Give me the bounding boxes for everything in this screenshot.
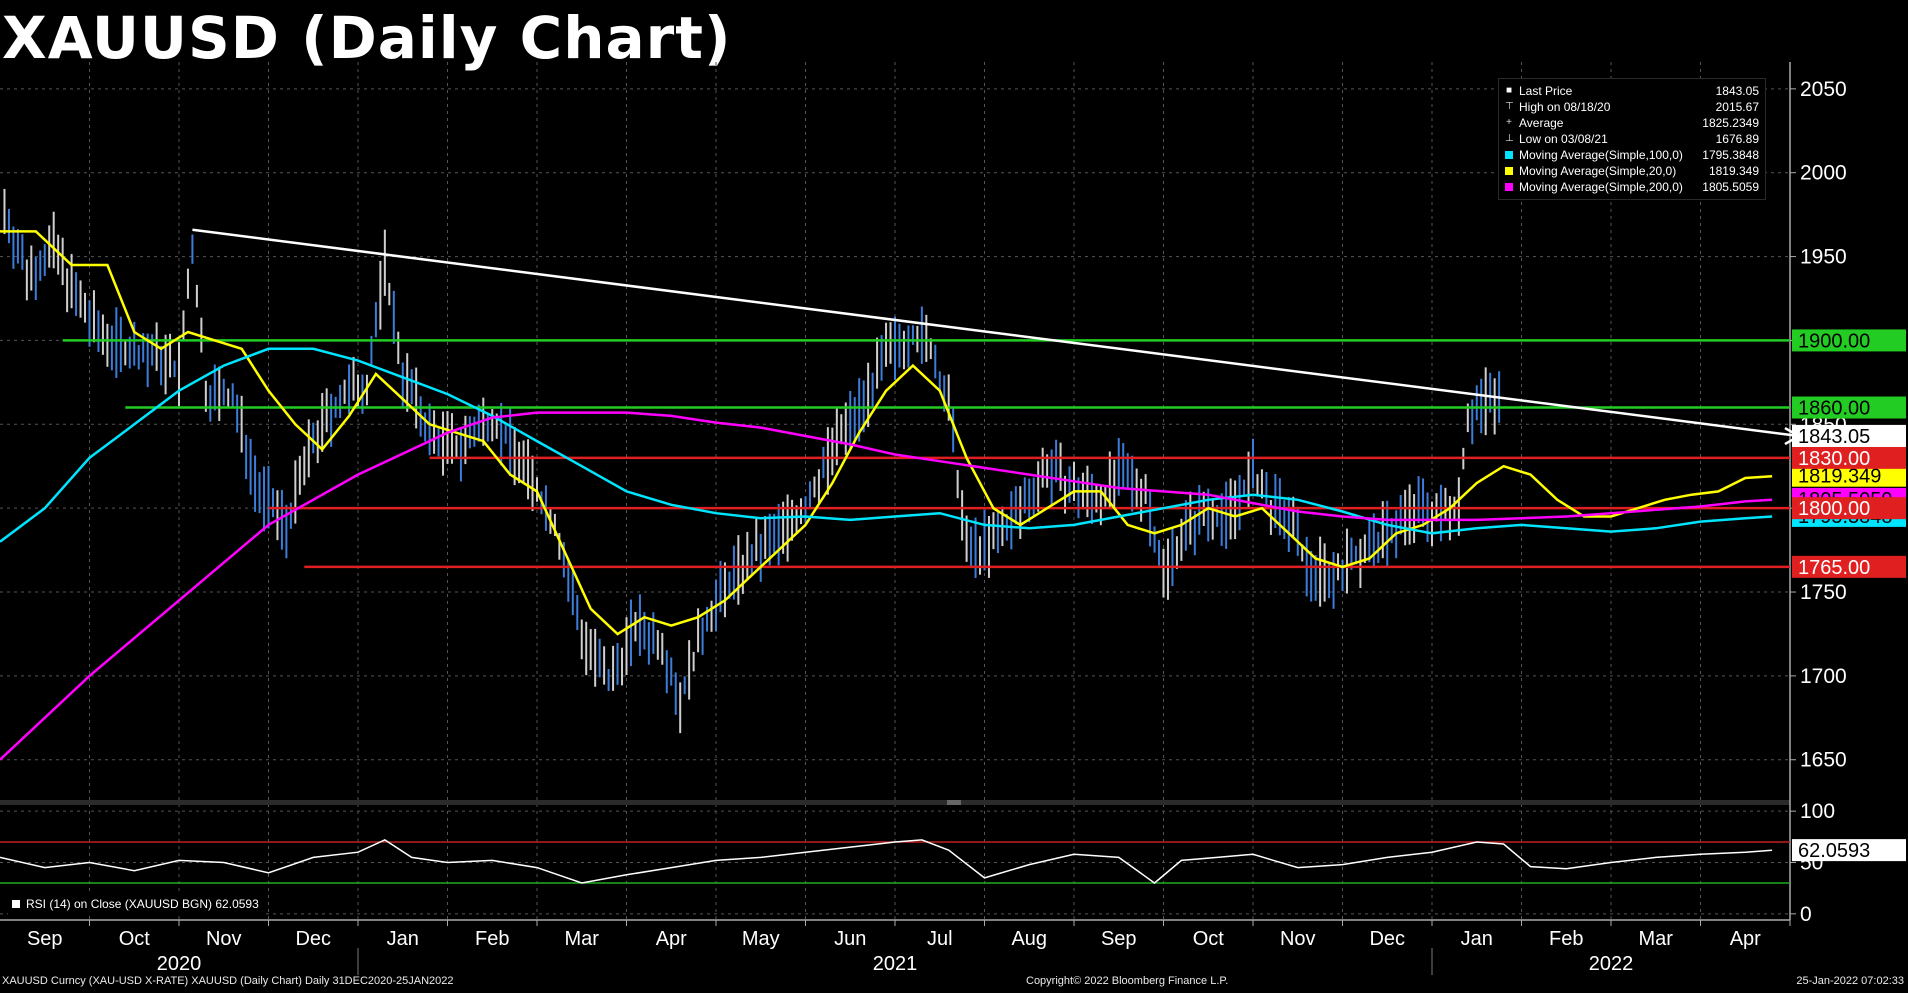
month-label: Feb bbox=[1549, 928, 1583, 950]
level-tag-bg bbox=[1792, 555, 1906, 578]
legend-name: Last Price bbox=[1519, 84, 1573, 98]
month-label: Mar bbox=[565, 928, 600, 950]
value-tag: 1819.349 bbox=[1798, 466, 1881, 488]
month-label: Jul bbox=[927, 928, 953, 950]
legend-value: 1819.349 bbox=[1708, 164, 1759, 178]
month-label: May bbox=[742, 928, 780, 950]
year-label: 2020 bbox=[157, 953, 202, 975]
month-label: Sep bbox=[1101, 928, 1137, 950]
legend-value: 1795.3848 bbox=[1702, 148, 1759, 162]
ma-line bbox=[0, 411, 1773, 761]
price-tick-label: 2000 bbox=[1800, 162, 1847, 185]
month-label: Jun bbox=[834, 928, 866, 950]
legend-value: 1825.2349 bbox=[1702, 116, 1759, 130]
rsi-tick-label: 100 bbox=[1800, 800, 1835, 823]
chart-title: XAUUSD (Daily Chart) bbox=[2, 4, 732, 72]
rsi-label: RSI (14) on Close (XAUUSD BGN) 62.0593 bbox=[8, 893, 265, 915]
legend-item: ⊤ High on 08/18/20 2015.67 bbox=[1505, 99, 1759, 115]
legend-name: Moving Average(Simple,100,0) bbox=[1519, 148, 1683, 162]
legend-glyph: ■ bbox=[1505, 85, 1513, 96]
month-label: Nov bbox=[206, 928, 242, 950]
level-tag: 1765.00 bbox=[1798, 557, 1870, 579]
legend-item: ■ Last Price 1843.05 bbox=[1505, 83, 1759, 99]
month-label: Jan bbox=[387, 928, 419, 950]
legend-swatch bbox=[1505, 183, 1513, 191]
legend-name: High on 08/18/20 bbox=[1519, 100, 1611, 114]
last-price-tag-bg bbox=[1792, 424, 1906, 447]
footer-source: XAUUSD Curncy (XAU-USD X-RATE) XAUUSD (D… bbox=[2, 975, 454, 987]
legend-item: Moving Average(Simple,20,0) 1819.349 bbox=[1505, 163, 1759, 179]
panel-separator bbox=[0, 800, 1790, 805]
level-tag-bg bbox=[1792, 396, 1906, 419]
legend-item: + Average 1825.2349 bbox=[1505, 115, 1759, 131]
rsi-label-text: RSI (14) on Close (XAUUSD BGN) 62.0593 bbox=[26, 897, 259, 911]
price-tick-label: 2050 bbox=[1800, 78, 1847, 101]
month-label: Oct bbox=[1193, 928, 1225, 950]
legend-swatch bbox=[1505, 151, 1513, 159]
month-label: Dec bbox=[1369, 928, 1405, 950]
rsi-value-tag-bg bbox=[1792, 839, 1906, 862]
year-label: 2021 bbox=[873, 953, 918, 975]
price-bars bbox=[3, 188, 1501, 734]
legend-item: ⊥ Low on 03/08/21 1676.89 bbox=[1505, 131, 1759, 147]
month-label: Aug bbox=[1011, 928, 1047, 950]
rsi-swatch bbox=[12, 900, 20, 908]
ma-line bbox=[0, 347, 1773, 543]
ma-line bbox=[0, 230, 1773, 636]
legend-value: 1805.5059 bbox=[1702, 180, 1759, 194]
price-tick-label: 1650 bbox=[1800, 749, 1847, 772]
legend-value: 1843.05 bbox=[1715, 84, 1759, 98]
legend: ■ Last Price 1843.05 ⊤ High on 08/18/20 2015.… bbox=[1498, 78, 1766, 200]
month-label: Nov bbox=[1280, 928, 1316, 950]
legend-name: Low on 03/08/21 bbox=[1519, 132, 1608, 146]
month-label: Feb bbox=[475, 928, 509, 950]
footer-timestamp: 25-Jan-2022 07:02:33 bbox=[1796, 975, 1904, 987]
legend-glyph: + bbox=[1506, 117, 1512, 128]
legend-item: Moving Average(Simple,200,0) 1805.5059 bbox=[1505, 179, 1759, 195]
level-tag-bg bbox=[1792, 497, 1906, 520]
legend-swatch bbox=[1505, 167, 1513, 175]
year-label: 2022 bbox=[1589, 953, 1634, 975]
price-tick-label: 1950 bbox=[1800, 246, 1847, 269]
legend-item: Moving Average(Simple,100,0) 1795.3848 bbox=[1505, 147, 1759, 163]
rsi-value-tag: 62.0593 bbox=[1798, 840, 1870, 862]
month-label: Oct bbox=[119, 928, 151, 950]
last-price-tag: 1843.05 bbox=[1798, 426, 1870, 448]
level-tag: 1860.00 bbox=[1798, 398, 1870, 420]
month-label: Apr bbox=[656, 928, 687, 950]
legend-value: 2015.67 bbox=[1715, 100, 1759, 114]
price-tick-label: 1700 bbox=[1800, 665, 1847, 688]
level-tag-bg bbox=[1792, 329, 1906, 352]
legend-name: Moving Average(Simple,20,0) bbox=[1519, 164, 1677, 178]
legend-glyph: ⊥ bbox=[1505, 133, 1514, 144]
level-tag-bg bbox=[1792, 446, 1906, 469]
month-label: Mar bbox=[1639, 928, 1674, 950]
level-tag: 1800.00 bbox=[1798, 498, 1870, 520]
legend-name: Average bbox=[1519, 116, 1564, 130]
rsi-line bbox=[0, 839, 1773, 884]
month-label: Dec bbox=[295, 928, 331, 950]
value-tag-bg bbox=[1792, 464, 1906, 487]
trend-line bbox=[192, 228, 1800, 438]
legend-name: Moving Average(Simple,200,0) bbox=[1519, 180, 1683, 194]
panel-splitter-handle bbox=[947, 800, 961, 805]
legend-glyph: ⊤ bbox=[1505, 101, 1514, 112]
level-tag: 1900.00 bbox=[1798, 330, 1870, 352]
month-label: Sep bbox=[27, 928, 63, 950]
month-label: Apr bbox=[1730, 928, 1761, 950]
rsi-tick-label: 0 bbox=[1800, 903, 1812, 926]
legend-value: 1676.89 bbox=[1715, 132, 1759, 146]
level-tag: 1830.00 bbox=[1798, 448, 1870, 470]
footer-copyright: Copyright© 2022 Bloomberg Finance L.P. bbox=[1026, 975, 1229, 987]
month-label: Jan bbox=[1461, 928, 1493, 950]
price-tick-label: 1750 bbox=[1800, 581, 1847, 604]
